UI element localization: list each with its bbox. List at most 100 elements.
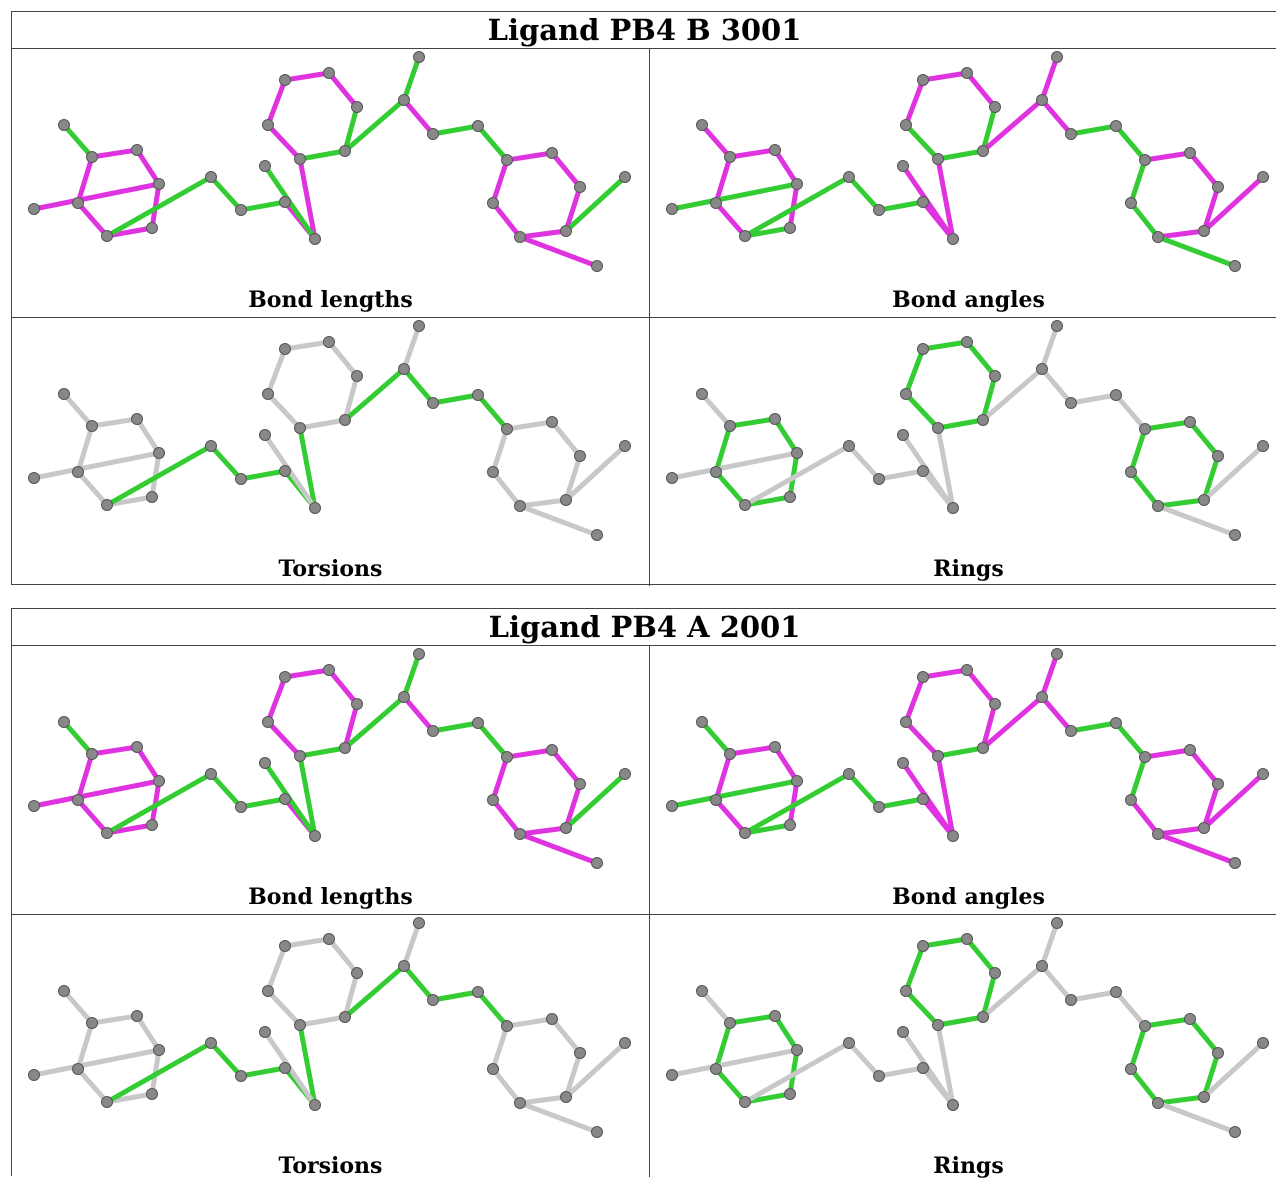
atom-c12 [262,388,274,400]
divider [649,646,650,1177]
atom-c22 [574,450,586,462]
atom-c10 [309,830,321,842]
atom-c13 [917,940,929,952]
bond-c2-c1 [134,1013,162,1053]
atom-c16 [977,1011,989,1023]
bond-c4-c3 [75,1020,95,1072]
atom-f3 [413,917,425,929]
ligand-panel-2: Ligand PB4 A 2001 Bond lengths Bond angl… [11,608,1276,1179]
atom-f2 [897,429,909,441]
atom-cl1 [28,1069,40,1081]
bond-c14-c13 [920,936,970,949]
atom-c10 [947,233,959,245]
atom-c7 [843,768,855,780]
atom-c22 [1212,1047,1224,1059]
bond-c13-c12 [903,674,926,725]
atom-c12 [262,716,274,728]
atom-c11 [932,1019,944,1031]
bond-c5-c7 [104,1040,214,1105]
atom-c22 [1212,450,1224,462]
atom-c8 [873,204,885,216]
cell-label: Bond lengths [248,884,413,910]
atom-c1 [791,1044,803,1056]
bond-c17-f3 [401,920,422,969]
bond-c25-c20 [490,754,510,803]
bond-c16-c17 [980,366,1045,423]
bond-c23-cl2 [563,174,628,234]
bond-c20-c21 [504,419,555,432]
atom-c14 [961,664,973,676]
bond-c15-c14 [964,339,998,379]
bond-c1-cl1 [669,450,800,481]
bond-c8-c9 [238,796,288,810]
bond-c6-c5 [742,494,793,508]
atom-c16 [339,145,351,157]
atom-c1 [153,447,165,459]
bond-c14-c13 [920,339,970,352]
divider [12,317,1276,318]
atom-f4 [1229,1126,1241,1138]
atom-c4 [72,197,84,209]
atom-c20 [501,1020,513,1032]
molecule-diagram [28,320,631,541]
bond-c2-c1 [134,147,162,187]
atom-f3 [1051,51,1063,63]
bond-c25-c20 [490,157,510,206]
atom-c10 [947,1099,959,1111]
bond-c22-c23 [563,1050,583,1100]
atom-c22 [1212,778,1224,790]
bond-c2-c3 [727,744,778,757]
cell-label: Torsions [278,1153,383,1179]
atom-c24 [1152,231,1164,243]
atom-c12 [900,119,912,131]
atom-c13 [917,74,929,86]
molecule-diagram [666,51,1269,272]
bond-c8-c9 [238,199,288,213]
bond-c16-c17 [342,97,407,154]
bond-c19-c20 [475,392,510,432]
bond-c23-cl2 [563,771,628,831]
bond-c8-c9 [876,796,926,810]
bond-c25-c20 [1128,1023,1148,1072]
atom-f3 [413,51,425,63]
bond-c22-c23 [1201,1050,1221,1100]
atom-c22 [574,1047,586,1059]
cell-label: Rings [933,556,1004,582]
bond-c2-c3 [727,147,778,160]
bond-c23-c24 [517,497,569,509]
bond-c5-c7 [742,443,852,508]
bond-c10-c11 [935,156,956,242]
bond-c22-c23 [563,453,583,503]
atom-c23 [560,494,572,506]
atom-c4 [710,466,722,478]
atom-cl2 [619,768,631,780]
bond-c17-f3 [401,651,422,700]
bond-c12-c11 [265,719,303,759]
bond-c11-c16 [297,745,348,759]
bond-c12-c11 [903,988,941,1028]
bond-c25-c20 [490,426,510,475]
atom-c17 [398,363,410,375]
atom-c2 [131,741,143,753]
atom-c24 [514,231,526,243]
bond-c23-c24 [1155,1094,1207,1106]
bond-c2-c1 [772,147,800,187]
atom-c25 [1125,466,1137,478]
bond-c17-f3 [1039,651,1060,700]
atom-c23 [1198,1091,1210,1103]
atom-c2 [131,144,143,156]
atom-c15 [351,967,363,979]
atom-f2 [259,160,271,172]
bond-c23-cl2 [563,443,628,503]
atom-cl2 [1257,1037,1269,1049]
bond-c24-f4 [517,234,600,269]
bond-c21-c22 [549,419,583,459]
bond-c8-c9 [876,1065,926,1079]
atom-c5 [739,230,751,242]
atom-f4 [1229,260,1241,272]
bond-c15-c14 [964,936,998,976]
bond-c25-c20 [1128,426,1148,475]
atom-c24 [1152,1097,1164,1109]
atom-c8 [235,801,247,813]
atom-c7 [843,1037,855,1049]
